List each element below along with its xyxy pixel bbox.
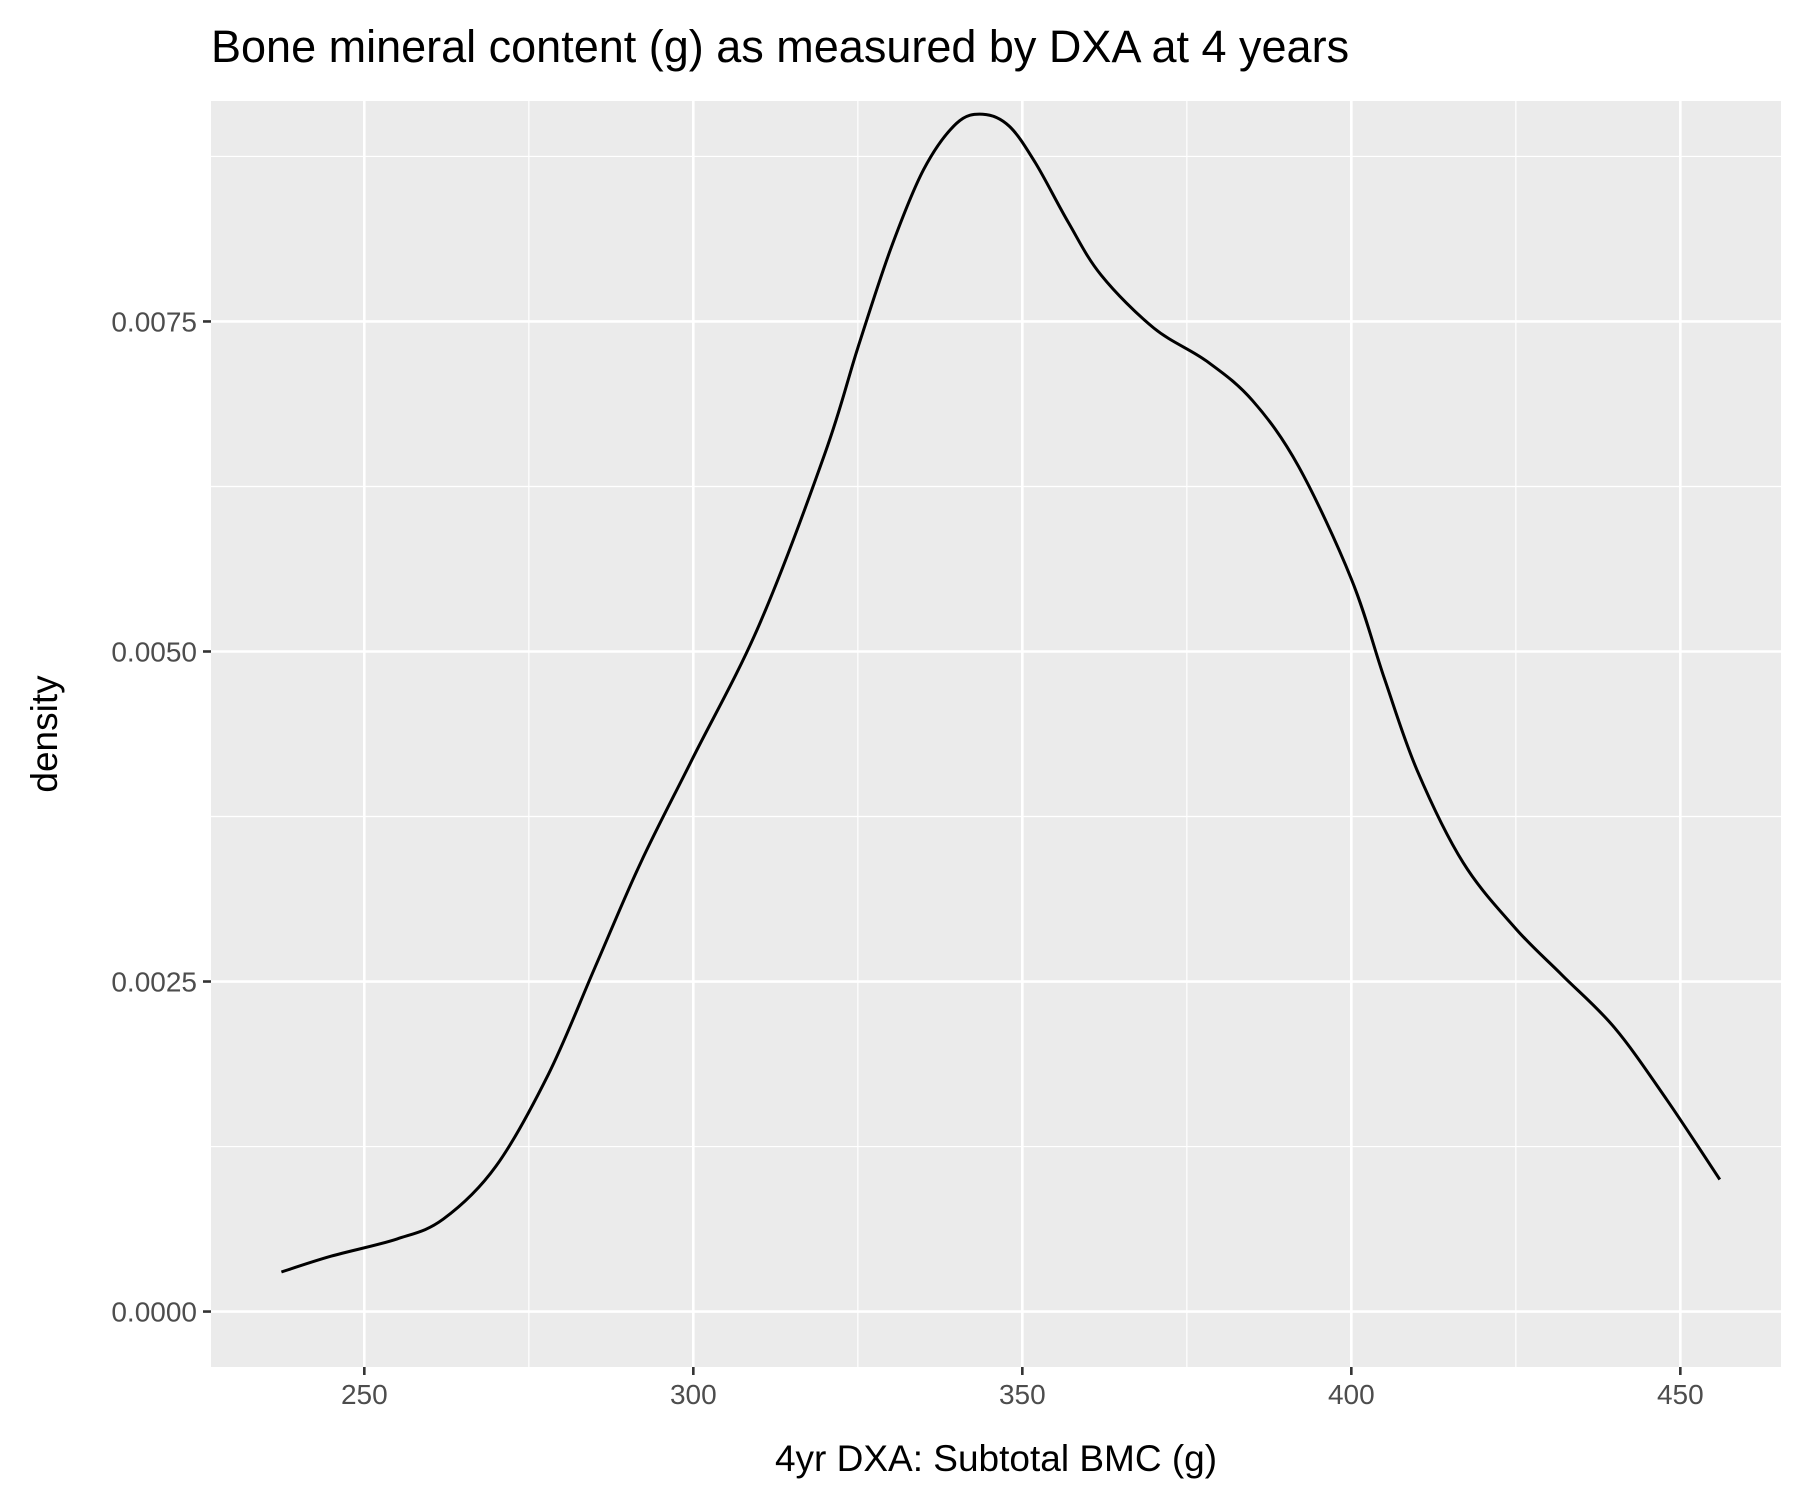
x-axis-title: 4yr DXA: Subtotal BMC (g) — [775, 1438, 1217, 1479]
x-tick-label: 250 — [341, 1379, 388, 1410]
plot-panel — [211, 101, 1781, 1367]
y-tick-label: 0.0025 — [111, 967, 197, 998]
y-tick-label: 0.0075 — [111, 306, 197, 337]
x-tick-label: 300 — [670, 1379, 717, 1410]
minor-gridlines — [211, 101, 1781, 1367]
density-line — [280, 112, 1722, 1274]
y-axis-title: density — [24, 675, 65, 793]
x-tick-label: 350 — [999, 1379, 1046, 1410]
x-tick-label: 400 — [1328, 1379, 1375, 1410]
chart-title: Bone mineral content (g) as measured by … — [211, 21, 1349, 72]
y-tick-label: 0.0000 — [111, 1297, 197, 1328]
x-axis: 250 300 350 400 450 — [341, 1367, 1704, 1410]
y-axis: 0.0000 0.0025 0.0050 0.0075 — [111, 306, 211, 1328]
x-tick-label: 450 — [1657, 1379, 1704, 1410]
major-gridlines — [211, 101, 1781, 1367]
y-tick-label: 0.0050 — [111, 636, 197, 667]
